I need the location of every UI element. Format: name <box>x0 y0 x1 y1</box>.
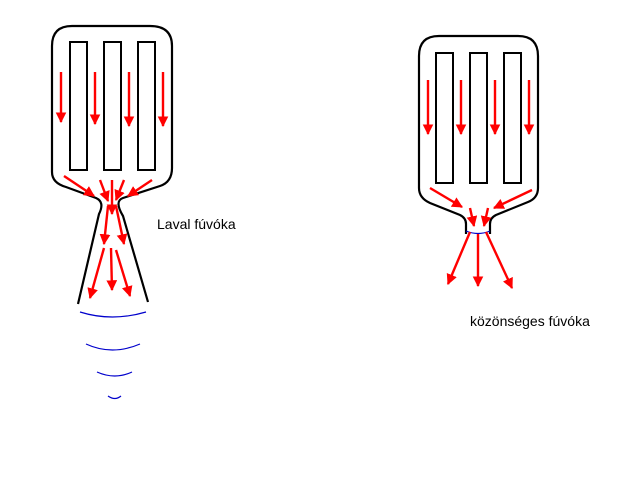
laval-chamber-outline <box>50 24 174 303</box>
common-flow-arrow <box>480 207 492 228</box>
common-fuel-rod-3 <box>503 52 522 184</box>
common-fuel-rod-2 <box>469 52 488 184</box>
common-flow-arrow <box>429 186 463 209</box>
laval-fuel-rod-1 <box>69 41 88 171</box>
common-nozzle-label: közönséges fúvóka <box>470 313 590 329</box>
common-fuel-rod-1 <box>435 52 454 184</box>
shock-wave <box>79 311 147 318</box>
laval-nozzle <box>50 24 174 400</box>
laval-flow-arrow <box>127 179 153 197</box>
laval-flow-arrow <box>114 179 126 202</box>
shock-wave <box>85 343 141 351</box>
common-nozzle <box>417 34 540 289</box>
common-flow-arrow <box>466 207 478 228</box>
laval-flow-arrow <box>98 179 110 203</box>
common-flow-arrow <box>446 231 472 285</box>
common-chamber-outline <box>417 34 540 234</box>
common-flow-arrow <box>484 231 514 289</box>
laval-nozzle-label: Laval fúvóka <box>157 216 236 232</box>
common-chamber-outline-left <box>417 56 468 234</box>
laval-flow-arrow <box>114 205 128 246</box>
shock-wave <box>107 395 122 400</box>
shock-wave <box>96 371 133 377</box>
common-flow-arrow <box>493 188 533 210</box>
laval-flow-arrow <box>63 175 95 197</box>
throat-shock-wave <box>465 230 491 235</box>
laval-fuel-rod-3 <box>137 41 156 171</box>
laval-fuel-rod-2 <box>103 41 122 171</box>
laval-flow-arrow <box>106 247 118 292</box>
laval-chamber-outline-left <box>50 46 103 305</box>
laval-flow-arrow <box>87 247 106 300</box>
laval-flow-arrow <box>114 249 133 298</box>
laval-flow-arrow <box>99 205 111 246</box>
